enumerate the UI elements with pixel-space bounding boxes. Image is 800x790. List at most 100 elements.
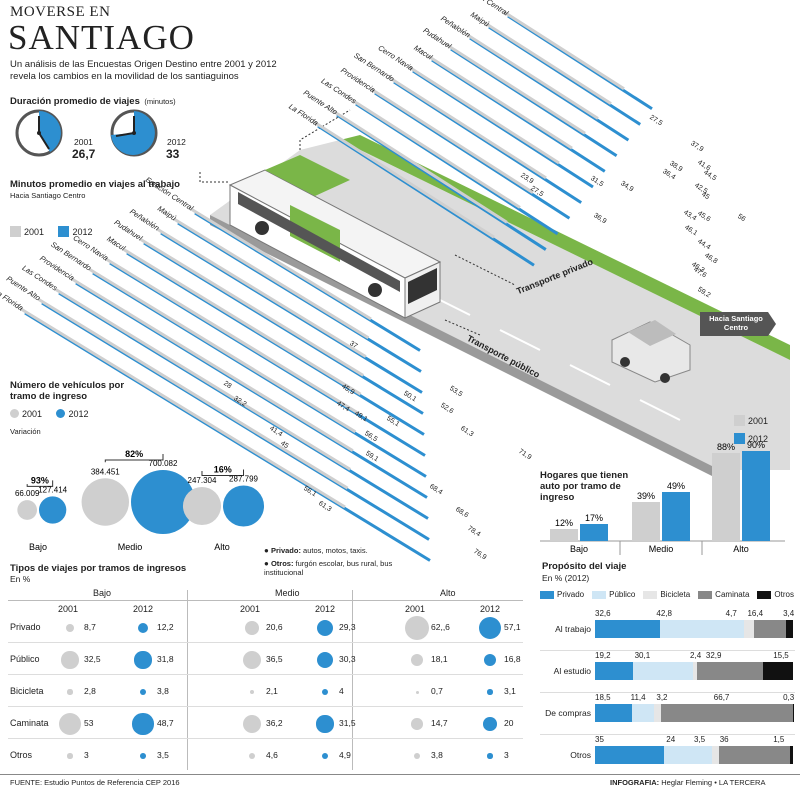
purpose-value: 2,4	[690, 651, 702, 660]
trip-bubble-2012	[137, 622, 149, 634]
trip-bubble-2012	[478, 616, 502, 640]
household-value: 90%	[747, 440, 765, 450]
household-value: 49%	[667, 481, 685, 491]
trip-value: 3,5	[157, 750, 169, 760]
trip-year-2012: 2012	[315, 604, 336, 614]
purpose-value: 42,8	[656, 609, 672, 618]
purpose-row-rule	[540, 650, 795, 651]
work-trips-legend: 2001 2012	[10, 224, 103, 242]
trip-row-rule	[8, 738, 523, 739]
trip-row-rule	[8, 674, 523, 675]
trip-value: 20,6	[266, 622, 283, 632]
trip-value: 18,1	[431, 654, 448, 664]
purpose-value: 3,5	[694, 735, 706, 744]
vehicles-bubble-2001	[17, 500, 37, 520]
trip-bubble-2001	[405, 616, 429, 640]
purpose-title: Propósito del viaje	[542, 561, 627, 572]
trip-bubble-2001	[415, 690, 419, 694]
purpose-value: 4,7	[725, 609, 737, 618]
trip-bubble-2001	[242, 650, 262, 670]
trip-bubble-2012	[483, 653, 497, 667]
trip-bubble-2001	[65, 623, 75, 633]
bar-public-2001	[156, 227, 367, 358]
purpose-value: 30,1	[634, 651, 651, 660]
purpose-legend-item: Bicicleta	[643, 590, 690, 599]
trip-value: 3	[84, 750, 89, 760]
trip-bubble-2012	[321, 752, 329, 760]
vehicles-value-2012: 700.082	[149, 459, 178, 468]
trip-year-2012: 2012	[133, 604, 154, 614]
purpose-seg-Bicicleta	[711, 746, 719, 764]
trip-bubble-2012	[316, 619, 334, 637]
trip-bubble-2012	[316, 651, 334, 669]
trip-bubble-2012	[140, 689, 146, 695]
vehicles-bubble-2012	[39, 496, 67, 524]
purpose-value: 24	[666, 735, 676, 744]
trip-value: 36,5	[266, 654, 283, 664]
purpose-seg-Bicicleta	[654, 704, 661, 722]
purpose-value: 3,2	[656, 693, 668, 702]
purpose-legend-swatch	[643, 590, 658, 599]
trip-group-header: Alto	[440, 588, 456, 598]
vehicles-value-2001: 384.451	[91, 467, 120, 476]
purpose-seg-Caminata	[697, 662, 763, 680]
purpose-value: 66,7	[713, 693, 730, 702]
trip-bubble-2001	[410, 653, 424, 667]
trip-value: 36,2	[266, 718, 283, 728]
trip-value: 30,3	[339, 654, 356, 664]
purpose-legend-swatch	[757, 590, 772, 599]
bar-private-2001	[465, 32, 599, 120]
purpose-legend-swatch	[540, 590, 554, 599]
vehicles-value-2012: 287.799	[229, 474, 258, 483]
trip-value: 53	[84, 718, 94, 728]
purpose-row-label: De compras	[545, 708, 591, 718]
trip-value: 3,8	[431, 750, 443, 760]
bar-private-2001	[313, 120, 495, 239]
trip-value: 29,3	[339, 622, 356, 632]
household-category-label: Alto	[733, 544, 749, 554]
bar-private-2001	[503, 10, 625, 91]
household-legend: 2001 2012	[734, 413, 800, 449]
household-title: Hogares que tienen auto por tramo de ing…	[540, 470, 629, 503]
duration-year-2012: 2012	[167, 137, 186, 147]
destination-label: Hacia Santiago Centro	[709, 314, 763, 332]
bar-public-2001	[20, 307, 346, 509]
trip-value: 8,7	[84, 622, 96, 632]
vehicles-variation: 16%	[214, 464, 232, 474]
trip-col-divider	[352, 590, 353, 770]
trip-bubble-2001	[248, 752, 256, 760]
trip-col-divider	[187, 590, 188, 770]
veh-legend-2001: 2001	[10, 409, 42, 419]
vehicles-legend: 2001 2012	[10, 405, 99, 423]
bar-private-2001	[389, 76, 547, 180]
household-bar-2012	[742, 451, 770, 541]
trip-types-title: Tipos de viajes por tramos de ingresos	[10, 563, 187, 574]
bar-public-2001	[139, 237, 364, 377]
trip-bubble-2001	[67, 753, 73, 759]
duration-value-2001: 26,7	[72, 147, 96, 161]
purpose-seg-Otros	[762, 662, 794, 680]
purpose-seg-Caminata	[718, 746, 791, 764]
purpose-unit: En % (2012)	[542, 573, 590, 583]
hh-legend-2012: 2012	[734, 433, 768, 444]
trip-value: 4	[339, 686, 344, 696]
trip-value: 14,7	[431, 718, 448, 728]
purpose-seg-Público	[631, 704, 655, 722]
purpose-value: 18,5	[595, 693, 611, 702]
car-icon	[611, 320, 691, 383]
grass-strip	[340, 135, 790, 360]
purpose-legend-item: Privado	[540, 590, 584, 599]
household-bar-2001	[632, 502, 660, 541]
purpose-seg-Otros	[786, 620, 793, 638]
trip-value: 31,8	[157, 654, 174, 664]
purpose-seg-Bicicleta	[744, 620, 754, 638]
trip-types-notes: ● Privado: autos, motos, taxis. ● Otros:…	[264, 546, 399, 577]
trip-bubble-2012	[132, 713, 154, 735]
purpose-legend: Privado Público Bicicleta Caminata Otros	[540, 590, 800, 599]
bar-private-2001	[408, 65, 560, 165]
trip-value: 0,7	[431, 686, 443, 696]
bar-private-2001	[332, 109, 508, 224]
household-category-label: Medio	[649, 544, 674, 554]
purpose-value: 35	[595, 735, 604, 744]
